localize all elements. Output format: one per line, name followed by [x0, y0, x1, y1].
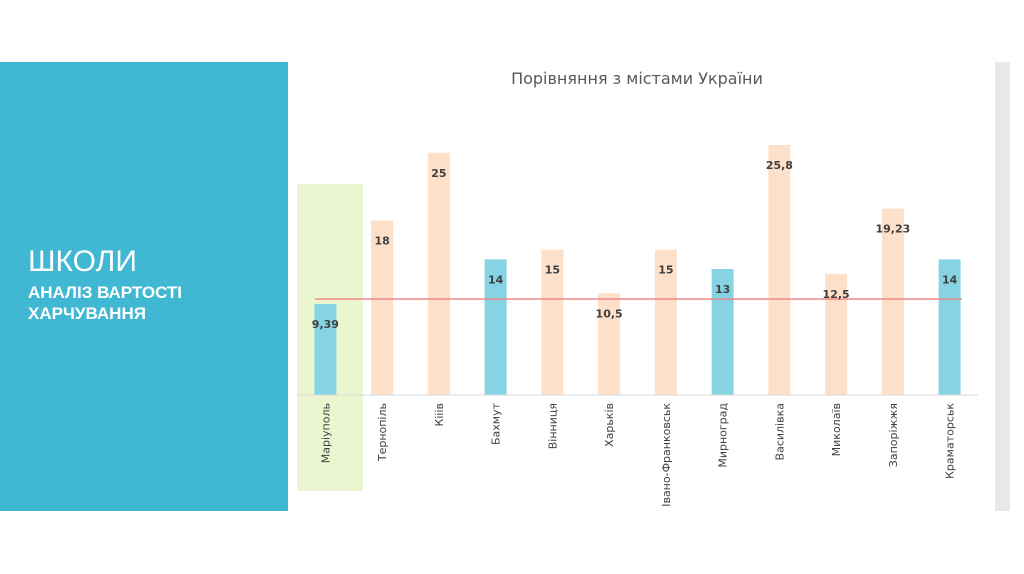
data-label: 12,5 — [823, 288, 850, 301]
bar — [314, 304, 337, 395]
bar — [768, 144, 791, 395]
category-label: Тернопіль — [376, 403, 389, 462]
data-label: 15 — [658, 264, 673, 277]
category-label: Бахмут — [490, 402, 503, 445]
data-label: 25,8 — [766, 159, 793, 172]
category-label: Василівка — [773, 403, 786, 460]
data-label: 13 — [715, 283, 730, 296]
category-label: Маріуполь — [319, 403, 332, 463]
data-label: 9,39 — [312, 318, 339, 331]
data-label: 15 — [545, 264, 560, 277]
category-label: Запоріжжя — [887, 403, 900, 467]
bar — [371, 220, 394, 395]
slide-title: ШКОЛИ — [28, 245, 137, 278]
category-label: Мирноград — [717, 403, 730, 468]
category-label: Вінниця — [546, 403, 559, 449]
bar — [654, 249, 677, 395]
bar — [598, 293, 621, 395]
bar — [427, 152, 450, 395]
category-label: Кііів — [433, 403, 446, 426]
bar — [938, 259, 961, 395]
bar — [881, 208, 904, 395]
data-label: 19,23 — [875, 223, 910, 236]
bar — [484, 259, 507, 395]
chart-title: Порівняння з містами України — [511, 69, 763, 88]
bar — [711, 269, 734, 395]
bar — [541, 249, 564, 395]
right-accent-bar — [995, 62, 1010, 511]
slide-subtitle: АНАЛІЗ ВАРТОСТІ ХАРЧУВАННЯ — [28, 283, 183, 323]
data-label: 25 — [431, 167, 446, 180]
bar — [825, 273, 848, 395]
data-label: 10,5 — [596, 307, 623, 320]
data-label: 18 — [374, 235, 389, 248]
title-panel — [0, 62, 288, 511]
data-label: 14 — [942, 273, 958, 286]
category-label: Краматорськ — [944, 403, 957, 479]
category-label: Миколаїв — [830, 403, 843, 456]
data-label: 14 — [488, 273, 504, 286]
category-label: Івано-Франковськ — [660, 403, 673, 507]
category-label: Харьків — [603, 403, 616, 447]
